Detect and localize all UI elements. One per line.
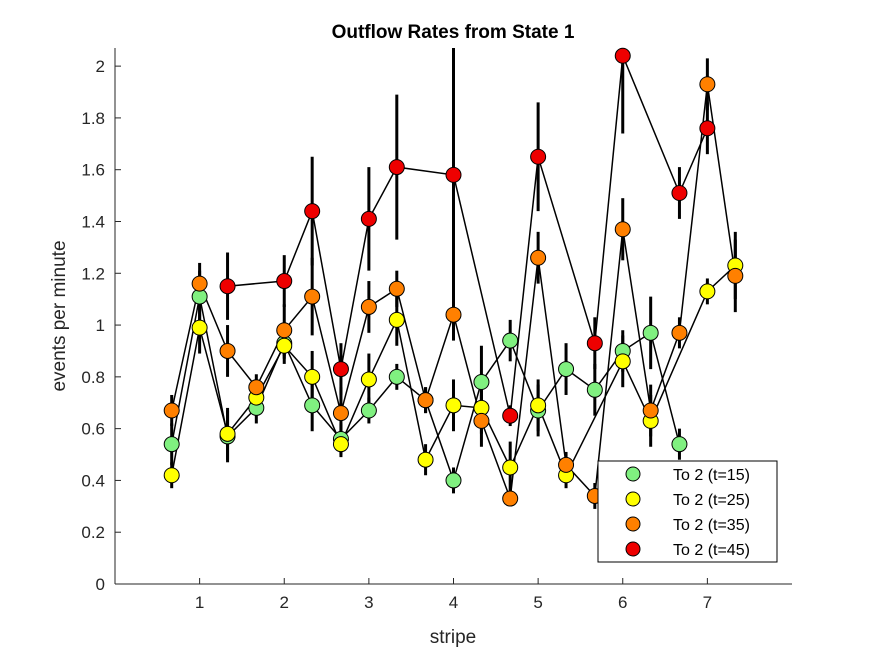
data-point-to-2-t-35 <box>360 298 377 315</box>
y-tick-label: 1 <box>96 316 105 335</box>
x-tick-label: 3 <box>364 593 373 612</box>
y-tick-label: 1.6 <box>81 161 105 180</box>
legend-marker <box>625 516 641 532</box>
data-point-to-2-t-35 <box>417 392 434 409</box>
legend-marker <box>625 491 641 507</box>
x-tick-label: 7 <box>703 593 712 612</box>
data-point-to-2-t-45 <box>445 166 462 183</box>
data-point-to-2-t-35 <box>276 322 293 339</box>
data-point-to-2-t-45 <box>671 185 688 202</box>
x-axis-label: stripe <box>430 627 476 648</box>
x-tick-label: 4 <box>449 593 458 612</box>
data-point-to-2-t-15 <box>558 361 575 378</box>
data-point-to-2-t-35 <box>558 456 575 473</box>
y-axis-label: events per minute <box>49 240 70 391</box>
data-point-to-2-t-25 <box>614 353 631 370</box>
x-tick-label: 5 <box>533 593 542 612</box>
x-tick-label: 1 <box>195 593 204 612</box>
data-point-to-2-t-25 <box>502 459 519 476</box>
data-point-to-2-t-35 <box>304 288 321 305</box>
data-point-to-2-t-15 <box>388 368 405 385</box>
legend-label: To 2 (t=25) <box>673 492 750 509</box>
data-point-to-2-t-35 <box>388 280 405 297</box>
data-point-to-2-t-15 <box>473 374 490 391</box>
data-point-to-2-t-25 <box>163 467 180 484</box>
data-point-to-2-t-15 <box>163 436 180 453</box>
data-point-to-2-t-35 <box>445 306 462 323</box>
legend-label: To 2 (t=15) <box>673 467 750 484</box>
data-point-to-2-t-25 <box>332 436 349 453</box>
y-tick-label: 1.2 <box>81 264 105 283</box>
data-point-to-2-t-35 <box>502 490 519 507</box>
data-point-to-2-t-45 <box>332 361 349 378</box>
data-point-to-2-t-45 <box>360 210 377 227</box>
y-tick-label: 0.8 <box>81 368 105 387</box>
x-tick-label: 6 <box>618 593 627 612</box>
data-point-to-2-t-35 <box>163 402 180 419</box>
data-point-to-2-t-35 <box>642 402 659 419</box>
y-tick-label: 1.4 <box>81 212 105 231</box>
data-point-to-2-t-35 <box>699 76 716 93</box>
series-layer <box>163 47 744 509</box>
data-point-to-2-t-25 <box>304 368 321 385</box>
data-point-to-2-t-25 <box>388 311 405 328</box>
y-tick-label: 2 <box>96 57 105 76</box>
data-point-to-2-t-35 <box>671 324 688 341</box>
y-tick-label: 1.8 <box>81 109 105 128</box>
data-point-to-2-t-15 <box>502 332 519 349</box>
data-point-to-2-t-45 <box>530 148 547 165</box>
data-point-to-2-t-15 <box>360 402 377 419</box>
x-tick-label: 2 <box>280 593 289 612</box>
chart-title: Outflow Rates from State 1 <box>332 22 575 43</box>
data-point-to-2-t-25 <box>530 397 547 414</box>
data-point-to-2-t-35 <box>332 405 349 422</box>
data-point-to-2-t-45 <box>276 273 293 290</box>
y-tick-label: 0.4 <box>81 471 105 490</box>
data-point-to-2-t-35 <box>530 249 547 266</box>
data-point-to-2-t-45 <box>502 407 519 424</box>
data-point-to-2-t-15 <box>445 472 462 489</box>
data-point-to-2-t-35 <box>727 267 744 284</box>
data-point-to-2-t-25 <box>276 337 293 354</box>
legend-label: To 2 (t=35) <box>673 517 750 534</box>
data-point-to-2-t-15 <box>304 397 321 414</box>
data-point-to-2-t-45 <box>388 159 405 176</box>
legend: To 2 (t=15) To 2 (t=25) To 2 (t=35) To 2 (t… <box>597 460 778 563</box>
data-point-to-2-t-45 <box>586 335 603 352</box>
data-point-to-2-t-15 <box>642 324 659 341</box>
y-tick-label: 0 <box>96 575 105 594</box>
legend-label: To 2 (t=45) <box>673 542 750 559</box>
data-point-to-2-t-45 <box>219 278 236 295</box>
y-tick-label: 0.6 <box>81 420 105 439</box>
data-point-to-2-t-15 <box>671 436 688 453</box>
data-point-to-2-t-45 <box>614 47 631 64</box>
data-point-to-2-t-25 <box>191 319 208 336</box>
legend-marker <box>625 541 641 557</box>
data-point-to-2-t-45 <box>304 203 321 220</box>
data-point-to-2-t-25 <box>699 283 716 300</box>
data-point-to-2-t-35 <box>473 412 490 429</box>
y-tick-label: 0.2 <box>81 523 105 542</box>
data-point-to-2-t-35 <box>248 379 265 396</box>
data-point-to-2-t-35 <box>191 275 208 292</box>
data-point-to-2-t-35 <box>614 221 631 238</box>
data-point-to-2-t-15 <box>586 381 603 398</box>
legend-marker <box>625 466 641 482</box>
axes-layer: 1 2 3 4 5 6 7 0 0.2 0.4 0.6 0.8 1 1.2 1.4 1.6 1.8 2 <box>81 48 792 612</box>
data-point-to-2-t-35 <box>219 342 236 359</box>
data-point-to-2-t-25 <box>417 451 434 468</box>
data-point-to-2-t-45 <box>699 120 716 137</box>
data-point-to-2-t-25 <box>445 397 462 414</box>
data-point-to-2-t-25 <box>219 425 236 442</box>
data-point-to-2-t-25 <box>360 371 377 388</box>
